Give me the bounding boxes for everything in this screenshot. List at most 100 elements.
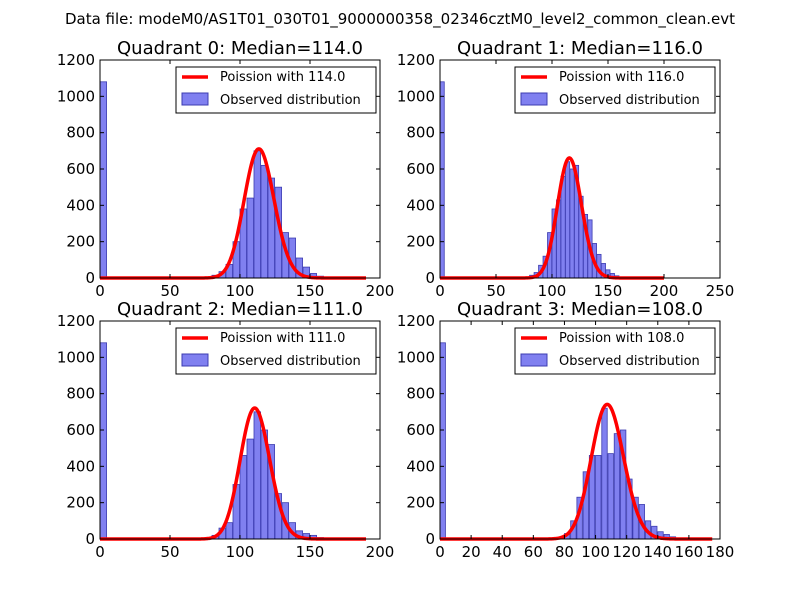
histogram-bar	[239, 455, 247, 540]
x-tick-label: 150	[594, 282, 623, 300]
histogram-bar	[253, 150, 261, 279]
x-tick-label: 200	[366, 282, 395, 300]
x-tick-label: 50	[160, 543, 179, 561]
y-tick-label: 600	[66, 160, 95, 178]
histogram-bar	[601, 407, 608, 540]
histogram-bar	[613, 433, 621, 540]
x-tick-label: 100	[538, 282, 567, 300]
legend-bar-swatch	[520, 92, 548, 106]
legend: Poission with 111.0 Observed distributio…	[175, 327, 377, 375]
histogram-bar	[565, 161, 571, 279]
x-tick-label: 80	[555, 543, 574, 561]
legend-line-label: Poission with 108.0	[559, 331, 684, 346]
histogram-bar	[225, 522, 233, 540]
x-tick-label: 120	[612, 543, 641, 561]
y-tick-label: 800	[66, 124, 95, 142]
legend: Poission with 114.0 Observed distributio…	[175, 66, 377, 114]
x-tick-label: 100	[226, 282, 255, 300]
y-tick-label: 1200	[397, 312, 435, 330]
y-tick-label: 1000	[397, 87, 435, 105]
subplot-title: Quadrant 3: Median=108.0	[457, 299, 703, 320]
legend-bar-swatch	[520, 353, 548, 367]
y-tick-label: 0	[85, 530, 95, 548]
y-tick-label: 400	[406, 457, 435, 475]
x-tick-label: 150	[296, 543, 325, 561]
poisson-line	[440, 402, 713, 541]
x-tick-label: 40	[493, 543, 512, 561]
y-tick-label: 800	[406, 385, 435, 403]
histogram-bar	[439, 342, 446, 540]
y-tick-label: 600	[66, 421, 95, 439]
x-tick-label: 140	[643, 543, 672, 561]
x-tick-label: 0	[95, 282, 105, 300]
histogram-bar	[260, 164, 268, 279]
y-tick-label: 400	[66, 196, 95, 214]
histogram-bar	[99, 342, 107, 540]
y-tick-label: 400	[406, 196, 435, 214]
legend: Poission with 108.0 Observed distributio…	[514, 327, 716, 375]
subplot-title: Quadrant 1: Median=116.0	[457, 38, 703, 59]
legend-line-label: Poission with 111.0	[220, 331, 345, 346]
histogram-bar	[253, 411, 261, 540]
x-tick-label: 20	[462, 543, 481, 561]
y-tick-label: 1200	[57, 51, 95, 69]
x-tick-label: 50	[160, 282, 179, 300]
x-tick-label: 250	[706, 282, 735, 300]
histogram-bar	[246, 438, 254, 540]
legend-bar-label: Observed distribution	[220, 93, 361, 108]
x-tick-label: 150	[296, 282, 325, 300]
y-tick-label: 800	[406, 124, 435, 142]
y-tick-label: 1000	[57, 348, 95, 366]
legend-line-label: Poission with 114.0	[220, 70, 345, 85]
y-tick-label: 1000	[397, 348, 435, 366]
y-tick-label: 600	[406, 160, 435, 178]
x-tick-label: 100	[226, 543, 255, 561]
subplot-quadrant-3: Quadrant 3: Median=108.0 0 20 40 60 80 100 120…	[397, 299, 735, 561]
x-tick-label: 60	[524, 543, 543, 561]
x-tick-label: 50	[486, 282, 505, 300]
legend-box	[514, 66, 716, 114]
subplot-quadrant-0: Quadrant 0: Median=114.0 0 50 100 150 200 0 20…	[57, 38, 395, 300]
subplot-quadrant-1: Quadrant 1: Median=116.0 0 50 100 150 200 250…	[397, 38, 735, 300]
y-tick-label: 0	[425, 530, 435, 548]
legend-bar-swatch	[181, 92, 209, 106]
histogram-bar	[246, 197, 254, 279]
legend-box	[175, 327, 377, 375]
y-tick-label: 0	[85, 269, 95, 287]
legend-line-label: Poission with 116.0	[559, 70, 684, 85]
x-tick-label: 180	[706, 543, 735, 561]
y-tick-label: 200	[66, 494, 95, 512]
subplot-quadrant-2: Quadrant 2: Median=111.0 0 50 100 150 200 0 20…	[57, 299, 395, 561]
y-tick-label: 800	[66, 385, 95, 403]
y-tick-label: 200	[406, 494, 435, 512]
legend-bar-swatch	[181, 353, 209, 367]
y-tick-label: 400	[66, 457, 95, 475]
x-tick-label: 100	[581, 543, 610, 561]
legend-box	[514, 327, 716, 375]
histogram-bar	[439, 81, 445, 279]
legend-bar-label: Observed distribution	[220, 354, 361, 369]
figure-title: Data file: modeM0/AS1T01_030T01_90000003…	[65, 10, 735, 29]
x-tick-label: 160	[675, 543, 704, 561]
x-tick-label: 200	[366, 543, 395, 561]
legend: Poission with 116.0 Observed distributio…	[514, 66, 716, 114]
histogram-bar	[569, 168, 575, 279]
histogram-bar	[607, 453, 614, 540]
y-tick-label: 200	[66, 233, 95, 251]
legend-box	[175, 66, 377, 114]
y-tick-label: 1000	[57, 87, 95, 105]
y-tick-label: 600	[406, 421, 435, 439]
subplot-title: Quadrant 2: Median=111.0	[117, 299, 363, 320]
y-tick-label: 1200	[397, 51, 435, 69]
y-tick-label: 0	[425, 269, 435, 287]
histogram-bar	[595, 455, 602, 540]
histogram-bar	[560, 175, 566, 279]
x-tick-label: 0	[435, 543, 445, 561]
y-tick-label: 1200	[57, 312, 95, 330]
x-tick-label: 0	[435, 282, 445, 300]
legend-bar-label: Observed distribution	[559, 93, 700, 108]
legend-bar-label: Observed distribution	[559, 354, 700, 369]
subplot-title: Quadrant 0: Median=114.0	[117, 38, 363, 59]
y-tick-label: 200	[406, 233, 435, 251]
